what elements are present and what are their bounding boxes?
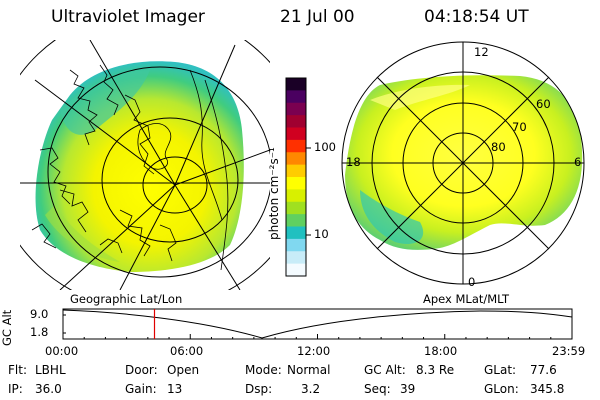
geographic-grid	[20, 40, 270, 290]
colorbar-segment	[286, 177, 306, 190]
colorbar-segment	[286, 189, 306, 203]
mlat-label-70: 70	[512, 120, 527, 134]
colorbar-unit-label: photon cm⁻²s⁻¹	[267, 147, 281, 240]
colorbar-segment	[286, 127, 306, 141]
colorbar-segment	[286, 115, 306, 129]
timeline-ytick-bottom: 1.8	[30, 325, 49, 339]
mlt-label-18: 18	[346, 155, 361, 169]
ip-value: 36.0	[35, 382, 62, 396]
colorbar	[286, 78, 306, 277]
colorbar-segment	[286, 102, 306, 116]
colorbar-tick-100: 100	[314, 140, 336, 154]
timeline-ticks	[62, 334, 573, 339]
colorbar-segment	[286, 263, 306, 277]
timeline-plot	[62, 308, 573, 340]
colorbar-segment	[286, 90, 306, 104]
colorbar-segment	[286, 78, 306, 91]
seq-value: 39	[400, 382, 416, 396]
mlat-label-80: 80	[491, 140, 506, 154]
colorbar-segment	[286, 201, 306, 215]
filter-label: Flt:	[8, 363, 27, 377]
instrument-title: Ultraviolet Imager	[51, 7, 205, 27]
mlt-label-6: 6	[574, 155, 582, 169]
gain-label: Gain:	[125, 382, 157, 396]
geographic-image	[35, 61, 244, 273]
door-label: Door:	[125, 363, 158, 377]
mode-label: Mode:	[245, 363, 282, 377]
glat-value: 77.6	[530, 363, 557, 377]
mlt-label-0: 0	[468, 275, 476, 289]
timeline-ytick-top: 9.0	[30, 307, 49, 321]
door-value: Open	[167, 363, 200, 377]
timeline-ylabel: GC Alt	[0, 309, 14, 346]
timeline-xtick: 18:00	[424, 344, 458, 358]
dsp-value: 3.2	[301, 382, 321, 396]
glon-label: GLon:	[484, 382, 519, 396]
mode-value: Normal	[287, 363, 331, 377]
gain-value: 13	[167, 382, 183, 396]
ip-label: IP:	[8, 382, 23, 396]
colorbar-segment	[286, 139, 306, 153]
coastlines	[31, 64, 229, 271]
colorbar-segment	[286, 214, 306, 228]
seq-label: Seq:	[364, 382, 391, 396]
apex-grid	[341, 41, 585, 285]
geographic-caption: Geographic Lat/Lon	[70, 292, 183, 306]
glon-value: 345.8	[530, 382, 565, 396]
gcalt-label: GC Alt:	[364, 363, 406, 377]
colorbar-segment	[286, 164, 306, 178]
timeline-xtick: 23:59	[552, 344, 586, 358]
apex-caption: Apex MLat/MLT	[423, 292, 510, 306]
gcalt-value: 8.3 Re	[416, 363, 455, 377]
colorbar-segment	[286, 251, 306, 265]
dsp-label: Dsp:	[245, 382, 273, 396]
timeline-xtick: 12:00	[297, 344, 331, 358]
mlt-label-12: 12	[474, 45, 489, 59]
glat-label: GLat:	[484, 363, 517, 377]
mlat-label-60: 60	[536, 97, 551, 111]
colorbar-segment	[286, 238, 306, 252]
colorbar-segment	[286, 226, 306, 240]
timeline-xtick: 06:00	[170, 344, 204, 358]
colorbar-segment	[286, 152, 306, 166]
colorbar-tick-10: 10	[314, 227, 329, 241]
time-label: 04:18:54 UT	[424, 7, 529, 27]
date-label: 21 Jul 00	[280, 7, 355, 27]
timeline-xtick: 00:00	[45, 344, 79, 358]
filter-value: LBHL	[35, 363, 66, 377]
